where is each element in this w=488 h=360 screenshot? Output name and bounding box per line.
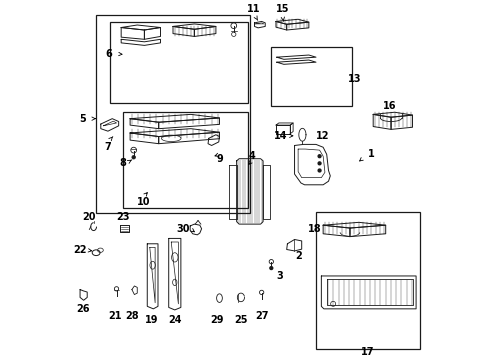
Text: 3: 3 [276,271,283,280]
Text: 25: 25 [234,315,247,325]
Bar [315,212,419,349]
Text: 18: 18 [307,224,321,234]
Text: 8: 8 [119,158,125,168]
Text: 20: 20 [82,212,96,222]
Text: 1: 1 [367,149,374,159]
Text: 30: 30 [176,224,190,234]
Text: 15: 15 [275,4,288,14]
Text: 16: 16 [382,101,395,111]
Text: 26: 26 [76,304,89,314]
Text: 12: 12 [315,131,329,141]
Text: 21: 21 [108,311,122,321]
Text: 29: 29 [209,315,223,325]
Text: 19: 19 [144,315,158,325]
Circle shape [132,156,135,159]
Text: 9: 9 [216,154,223,165]
Text: 4: 4 [248,151,255,161]
Text: 13: 13 [347,75,361,84]
Circle shape [318,162,320,165]
Text: 22: 22 [74,245,87,255]
Text: 7: 7 [104,142,111,152]
Text: 24: 24 [168,315,181,325]
Text: 11: 11 [247,4,261,14]
Text: 23: 23 [116,212,129,222]
Circle shape [269,267,272,270]
Circle shape [318,155,320,158]
Text: 6: 6 [105,49,112,59]
Bar [110,22,247,103]
Circle shape [318,169,320,172]
Bar [122,112,247,208]
Text: 14: 14 [273,131,287,141]
Text: 10: 10 [137,197,150,207]
Bar [96,15,249,213]
Bar [271,47,351,106]
Text: 27: 27 [254,311,268,321]
Text: 2: 2 [294,251,301,261]
Text: 5: 5 [80,114,86,124]
Text: 28: 28 [125,311,139,321]
Text: 17: 17 [360,347,374,357]
